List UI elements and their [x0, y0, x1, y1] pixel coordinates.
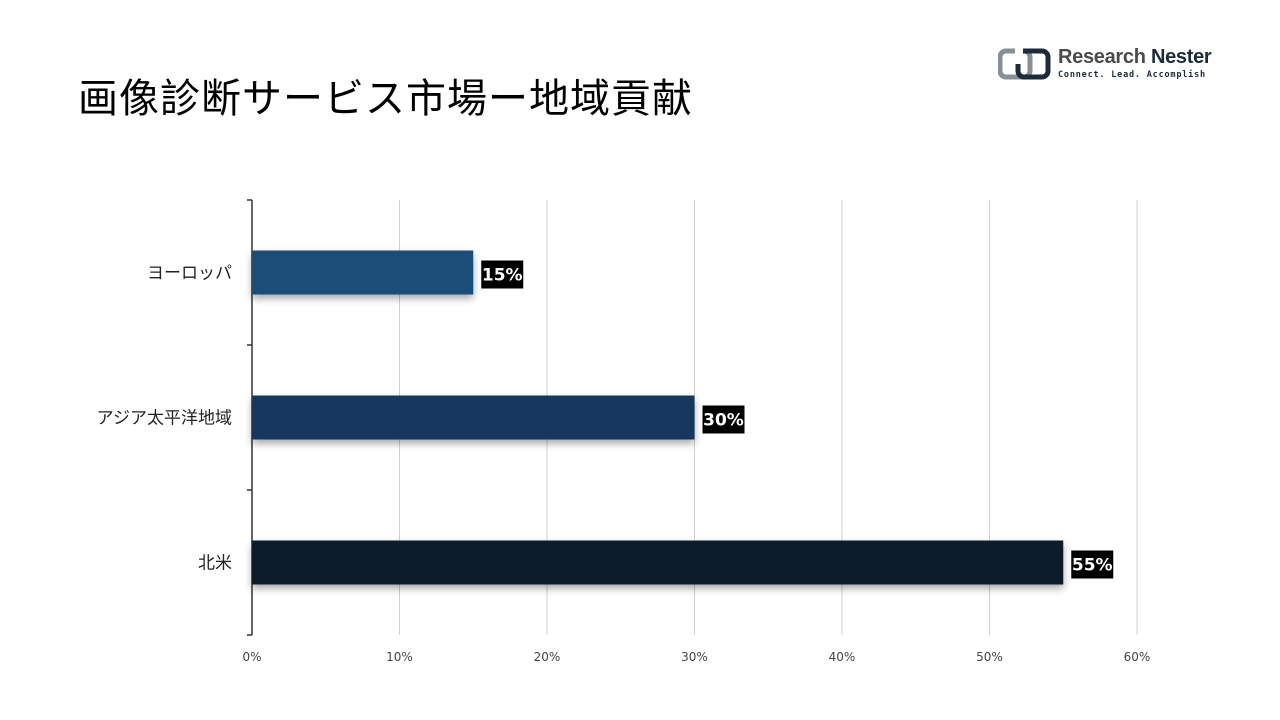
bar: [252, 250, 474, 295]
x-tick-label: 30%: [681, 650, 708, 664]
data-label: 30%: [703, 411, 744, 431]
category-label: ヨーロッパ: [147, 264, 232, 284]
data-label: 55%: [1072, 556, 1113, 576]
category-label: アジア太平洋地域: [97, 409, 232, 429]
x-tick-label: 60%: [1124, 650, 1151, 664]
page-title: 画像診断サービス市場ー地域貢献: [78, 76, 693, 122]
bars: [252, 250, 1064, 585]
x-tick-label: 20%: [534, 650, 561, 664]
x-tick-label: 10%: [386, 650, 413, 664]
research-nester-logo: Research Nester Connect. Lead. Accomplis…: [998, 46, 1218, 86]
logo-mark-icon: [998, 48, 1051, 80]
category-label: 北米: [198, 554, 232, 574]
x-tick-label: 40%: [829, 650, 856, 664]
labels: 0% 10% 20% 30% 40% 50% 60% ヨーロッパ 15% アジア太平洋地域 30% 北…: [97, 260, 1151, 664]
logo-tagline: Connect. Lead. Accomplish: [1058, 70, 1206, 80]
logo-name-part2: Nester: [1150, 46, 1212, 68]
data-label-box: [1071, 550, 1114, 579]
y-axis: [247, 199, 253, 636]
bar: [252, 540, 1064, 585]
data-label-box: [702, 405, 745, 434]
logo-name-part1: Research: [1058, 46, 1146, 68]
data-label: 15%: [482, 266, 523, 286]
data-label-box: [481, 260, 524, 289]
x-tick-label: 50%: [976, 650, 1003, 664]
bar: [252, 395, 695, 440]
x-tick-label: 0%: [242, 650, 261, 664]
logo-name: Research Nester: [1058, 46, 1212, 69]
